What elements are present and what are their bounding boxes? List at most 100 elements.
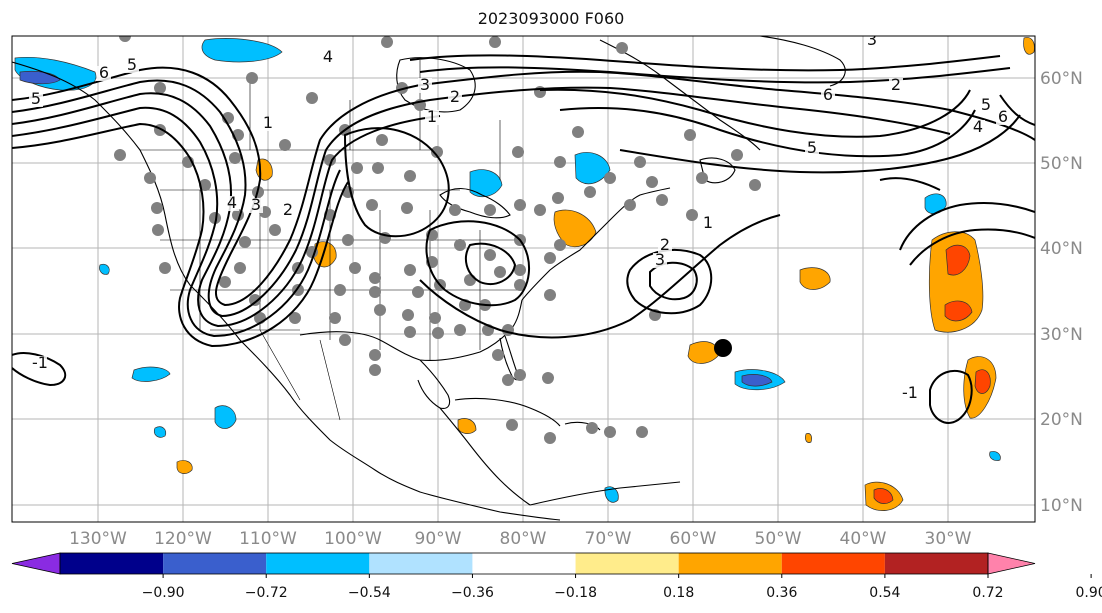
contour-line	[539, 88, 971, 138]
station-dot	[351, 162, 363, 174]
station-dot	[374, 304, 386, 316]
station-dot	[484, 204, 496, 216]
station-dot	[554, 156, 566, 168]
map-frame	[11, 35, 1036, 523]
contour-label-bg	[658, 238, 672, 253]
contour-label: 5	[31, 89, 41, 108]
colorbar-segment	[369, 553, 473, 574]
colorbar-segment	[678, 553, 782, 574]
station-dot	[544, 432, 556, 444]
station-dot	[119, 36, 131, 42]
blue-area	[924, 193, 947, 215]
contour-label: 4	[227, 193, 237, 212]
station-dot	[431, 146, 443, 158]
station-dot	[209, 212, 221, 224]
colorbar-tick-label: −0.18	[554, 585, 597, 601]
contour-label: 3	[867, 30, 877, 49]
station-dot	[604, 172, 616, 184]
coastlines	[12, 36, 846, 521]
contour-line	[12, 122, 349, 348]
station-dot	[154, 82, 166, 94]
contour-line	[559, 107, 976, 158]
contour-label-bg	[448, 90, 462, 105]
station-dot	[229, 152, 241, 164]
station-dot	[306, 92, 318, 104]
contour-label: 3	[251, 195, 261, 214]
station-dot	[731, 149, 743, 161]
newfoundland	[699, 157, 736, 184]
longitude-label: 70°W	[585, 529, 632, 549]
blue-area	[153, 426, 167, 438]
colorbar-segment	[884, 553, 988, 574]
contour-label-bg	[865, 36, 879, 48]
colorbar-low-extend	[11, 552, 61, 575]
station-dot	[449, 204, 461, 216]
station-dot	[616, 42, 628, 54]
contour-line	[12, 66, 1035, 307]
station-dot	[239, 236, 251, 248]
station-dot	[514, 279, 526, 291]
longitude-label: 60°W	[670, 529, 717, 549]
station-dot	[432, 327, 444, 339]
blue-area	[131, 366, 171, 382]
station-dot	[686, 209, 698, 221]
blue-area	[214, 405, 237, 429]
station-dot	[246, 72, 258, 84]
contour-label: 5	[807, 138, 817, 157]
station-dot	[114, 149, 126, 161]
central-america	[439, 407, 531, 506]
station-dot	[369, 349, 381, 361]
station-dot	[219, 276, 231, 288]
longitude-label: 90°W	[415, 529, 462, 549]
red-area	[873, 488, 894, 504]
station-dot	[329, 312, 341, 324]
colorbar-outline	[59, 552, 989, 575]
contour-label-bg	[418, 78, 432, 93]
contour-label: 5	[127, 55, 137, 74]
latitude-label: 50°N	[1040, 154, 1083, 174]
station-dot	[366, 199, 378, 211]
longitude-label: 80°W	[500, 529, 547, 549]
contour-line	[12, 92, 441, 328]
contour-line	[12, 79, 951, 318]
contour-label: -1	[32, 353, 48, 372]
station-dot	[489, 36, 501, 48]
north-america-coast	[12, 61, 561, 521]
longitude-labels: 130°W 120°W 110°W 100°W 90°W 80°W 70°W 60°W 50°W…	[69, 529, 972, 549]
orange-area	[255, 158, 273, 181]
latitude-label: 10°N	[1040, 496, 1083, 516]
station-dot	[412, 286, 424, 298]
canada-border	[140, 60, 501, 180]
contour-label-bg	[29, 92, 43, 107]
contour-line	[409, 54, 1001, 72]
red-area	[944, 300, 973, 322]
station-dot	[152, 224, 164, 236]
contour-label-bg	[97, 66, 111, 81]
colorbar-tick-label: −0.54	[348, 585, 391, 601]
station-dot	[584, 186, 596, 198]
contour-label: 6	[99, 63, 109, 82]
station-dot	[494, 266, 506, 278]
latitude-label: 30°N	[1040, 325, 1083, 345]
contour-line	[343, 127, 450, 238]
colorbar-tick-label: 0.54	[869, 585, 900, 601]
contour-label-bg	[33, 356, 47, 371]
station-dot	[534, 86, 546, 98]
orange-area	[553, 209, 597, 247]
station-dot	[542, 372, 554, 384]
contour-line	[12, 352, 67, 387]
station-dot	[324, 154, 336, 166]
station-dot	[334, 284, 346, 296]
station-dot	[512, 146, 524, 158]
contour-label: 5	[981, 95, 991, 114]
station-dot	[369, 364, 381, 376]
contour-label-bg	[805, 141, 819, 156]
contour-label: -1	[902, 383, 918, 402]
station-dot	[514, 369, 526, 381]
station-dot	[342, 234, 354, 246]
station-dot	[506, 419, 518, 431]
colorbar-tick-label: −0.36	[451, 585, 494, 601]
station-dot	[684, 129, 696, 141]
station-dot	[144, 172, 156, 184]
